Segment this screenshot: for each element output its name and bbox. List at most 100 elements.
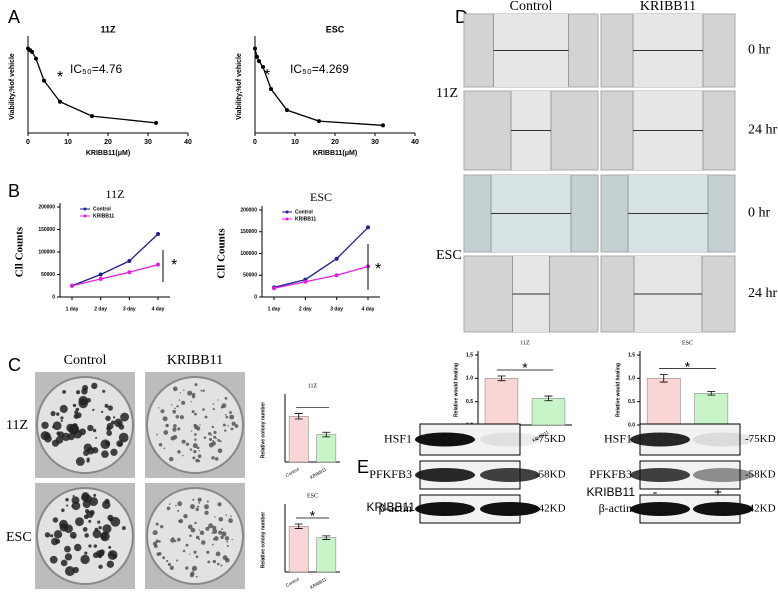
colony: [110, 516, 121, 527]
colony: [67, 432, 75, 441]
colony: [224, 429, 227, 432]
colony: [195, 555, 199, 559]
colony: [162, 416, 168, 422]
y-tick-label: 150000: [38, 227, 55, 233]
legend-marker: [83, 214, 87, 218]
colony: [72, 535, 76, 539]
colony: [212, 528, 218, 534]
x-tick-label: 3 day: [123, 306, 136, 312]
data-point: [317, 119, 321, 124]
colony: [207, 560, 211, 564]
colony: [183, 389, 185, 391]
row-label: 11Z: [6, 418, 28, 433]
colony: [73, 543, 82, 552]
y-axis-label: Relative would healing: [615, 363, 621, 417]
colony: [160, 524, 164, 529]
colony: [193, 423, 197, 427]
significance-marker: *: [171, 257, 177, 274]
protein-label: PFKFB3: [589, 467, 632, 481]
colony: [185, 442, 190, 446]
chart-title: ESC: [326, 24, 345, 34]
colony: [214, 457, 219, 461]
data-point: [127, 270, 132, 275]
chart-title: 11Z: [100, 24, 116, 34]
colony: [226, 540, 229, 543]
colony: [160, 409, 165, 414]
colony: [92, 529, 102, 539]
colony: [106, 430, 113, 437]
colony: [191, 565, 198, 571]
y-tick-label: 1.5: [466, 352, 473, 358]
data-point: [257, 59, 261, 64]
colony: [102, 524, 112, 534]
y-axis-label: Relative colony number: [260, 512, 266, 568]
colony: [177, 450, 181, 454]
chart-title: 11Z: [106, 187, 125, 201]
colony: [163, 430, 169, 435]
colony: [225, 415, 229, 419]
size-label: -42KD: [535, 503, 566, 515]
x-axis-label: KRIBB11(μM): [313, 150, 357, 157]
colony: [195, 458, 200, 463]
colony: [158, 407, 160, 409]
colony: [174, 540, 177, 543]
colony: [229, 411, 232, 414]
x-tick-label: 3 day: [330, 306, 343, 312]
colony: [61, 508, 65, 513]
error-bar: [659, 374, 668, 383]
colony: [231, 421, 236, 426]
colony: [87, 424, 94, 432]
colony: [208, 432, 212, 436]
colony: [174, 407, 176, 410]
x-tick-label: 4 day: [152, 306, 165, 312]
colony: [191, 410, 195, 414]
time-label: 0 hr: [748, 206, 771, 221]
colony: [169, 565, 174, 570]
colony: [118, 432, 129, 443]
chart-title: 11Z: [308, 383, 318, 389]
colony: [204, 415, 208, 419]
colony: [120, 412, 130, 422]
row-label: ESC: [6, 530, 32, 545]
colony: [177, 501, 183, 507]
colony: [220, 564, 223, 567]
y-tick-label: 200000: [240, 207, 257, 213]
colony: [98, 564, 103, 569]
legend-marker: [83, 207, 87, 211]
y-axis-label: Cll Counts: [216, 228, 228, 279]
colony: [107, 405, 114, 411]
colony: [74, 410, 79, 415]
colony: [224, 557, 230, 563]
data-point: [34, 56, 38, 61]
bar: [694, 393, 729, 426]
y-tick-label: 1.5: [628, 352, 635, 358]
colony: [181, 439, 186, 444]
colony: [219, 440, 221, 442]
colony: [193, 450, 197, 454]
data-point: [156, 262, 160, 267]
colony: [104, 440, 111, 447]
size-label: -58KD: [745, 469, 776, 481]
colony: [172, 537, 174, 539]
colony: [166, 559, 169, 563]
colony: [234, 424, 239, 428]
x-axis-label: KRIBB11(μM): [86, 150, 130, 157]
colony: [199, 424, 201, 426]
treatment-label: KRIBB11: [367, 500, 416, 514]
colony: [217, 502, 222, 507]
colony: [155, 522, 159, 526]
y-tick-label: 100000: [240, 251, 257, 257]
bar: [484, 378, 519, 426]
colony: [66, 504, 69, 507]
colony: [84, 509, 90, 514]
error-bar: [707, 391, 716, 396]
colony: [53, 530, 63, 539]
colony: [198, 529, 201, 531]
data-point: [272, 286, 276, 291]
colony: [75, 407, 80, 412]
colony: [76, 390, 81, 395]
blot-band: [480, 432, 540, 447]
colony: [208, 437, 213, 441]
colony: [171, 403, 173, 406]
